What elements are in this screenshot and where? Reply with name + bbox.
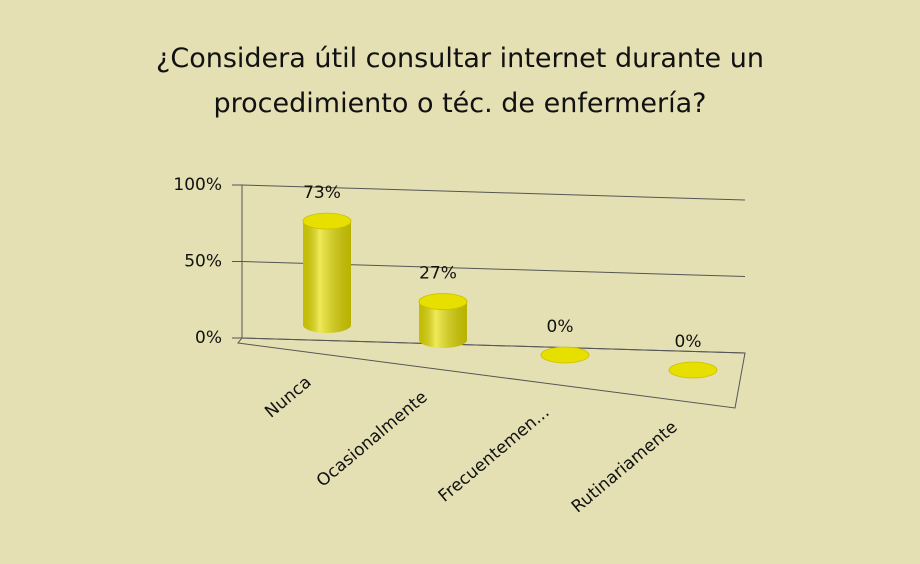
floor xyxy=(237,337,746,409)
y-tick-label: 100% xyxy=(173,175,222,195)
data-label: 73% xyxy=(303,183,341,203)
bar xyxy=(540,346,590,364)
bar xyxy=(418,293,468,348)
chart-title: ¿Considera útil consultar internet duran… xyxy=(156,43,764,119)
x-tick-label: Frecuentemen... xyxy=(435,402,554,506)
grid-line xyxy=(241,337,746,354)
y-tick-label: 50% xyxy=(184,252,222,272)
bar xyxy=(668,361,718,379)
x-tick-label: Ocasionalmente xyxy=(313,387,432,491)
data-label: 27% xyxy=(419,264,457,284)
data-label: 0% xyxy=(675,332,702,352)
x-tick-label: Nunca xyxy=(261,372,315,422)
data-label: 0% xyxy=(547,317,574,337)
grid-line xyxy=(241,184,746,201)
bar xyxy=(302,212,352,333)
x-tick-label: Rutinariamente xyxy=(568,417,682,517)
y-tick-label: 0% xyxy=(195,328,222,348)
